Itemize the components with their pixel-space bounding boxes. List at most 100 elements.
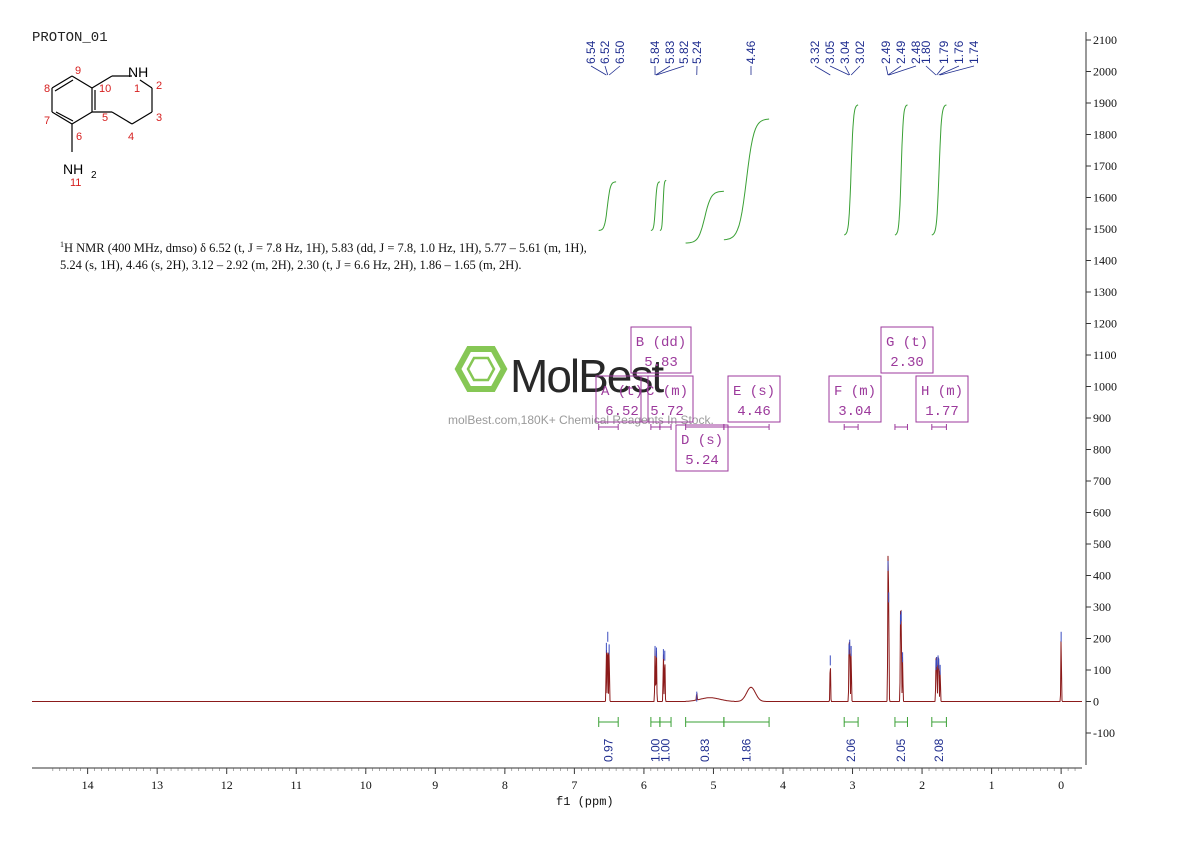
x-tick-label: 13 xyxy=(151,778,163,792)
peak-label: 1.80 xyxy=(919,40,933,64)
integral-value: 1.86 xyxy=(739,738,753,762)
multiplet-name: F (m) xyxy=(834,384,876,400)
atom-number-4: 4 xyxy=(128,131,134,143)
peak-label: 5.84 xyxy=(648,40,662,64)
peak-label-leader xyxy=(590,65,607,76)
integral-value: 2.06 xyxy=(844,738,858,762)
atom-number-9: 9 xyxy=(75,65,81,77)
x-tick-label: 12 xyxy=(221,778,233,792)
atom-number-10: 10 xyxy=(99,83,111,95)
multiplet-shift: 5.72 xyxy=(650,404,684,420)
multiplet-box xyxy=(880,326,934,374)
multiplet-name: B (dd) xyxy=(636,335,686,351)
integral-curve xyxy=(650,181,660,231)
peak-label: 1.79 xyxy=(937,40,951,64)
y-tick-label: 800 xyxy=(1093,443,1111,457)
peak-label-leader xyxy=(925,65,937,76)
multiplet-box xyxy=(675,424,729,472)
peak-label-leader xyxy=(940,65,975,76)
multiplet-box xyxy=(828,375,882,423)
atom-number-3: 3 xyxy=(156,112,162,124)
peak-label: 3.05 xyxy=(823,40,837,64)
peak-label-leader xyxy=(938,65,960,76)
peak-label-leader xyxy=(655,65,671,76)
atom-number-5: 5 xyxy=(102,112,108,124)
nmr-superscript: 1 xyxy=(60,240,64,249)
atom-number-2: 2 xyxy=(156,80,162,92)
x-tick-label: 6 xyxy=(641,778,647,792)
peak-label: 1.76 xyxy=(952,40,966,64)
multiplet-box xyxy=(915,375,969,423)
y-tick-label: 100 xyxy=(1093,663,1111,677)
peak-label: 1.74 xyxy=(967,40,981,64)
atom-number-11: 11 xyxy=(70,177,81,189)
integral-value: 1.00 xyxy=(658,738,672,762)
y-tick-label: 900 xyxy=(1093,411,1111,425)
multiplet-name: E (s) xyxy=(733,384,775,400)
integral-curve xyxy=(659,179,667,231)
spectrum-trace xyxy=(32,555,1082,702)
y-tick-label: 200 xyxy=(1093,632,1111,646)
y-tick-label: 2100 xyxy=(1093,33,1117,47)
x-tick-label: 4 xyxy=(780,778,786,792)
peak-label-leader xyxy=(887,65,902,76)
integral-value: 0.83 xyxy=(698,738,712,762)
multiplet-shift: 6.52 xyxy=(605,404,639,420)
y-tick-label: 1000 xyxy=(1093,380,1117,394)
x-tick-label: 3 xyxy=(850,778,856,792)
x-tick-label: 7 xyxy=(571,778,577,792)
x-axis-label: f1 (ppm) xyxy=(556,795,614,809)
spectrum-title: PROTON_01 xyxy=(32,30,108,46)
multiplet-box xyxy=(727,375,781,423)
watermark-tagline: molBest.com,180K+ Chemical Reagents In S… xyxy=(448,413,714,427)
y-tick-label: -100 xyxy=(1093,726,1115,740)
nh-label: NH xyxy=(128,64,148,80)
y-tick-label: 500 xyxy=(1093,537,1111,551)
multiplet-shift: 1.77 xyxy=(925,404,959,420)
atom-number-8: 8 xyxy=(44,83,50,95)
nh2-subscript: 2 xyxy=(91,170,97,181)
integral-value: 2.08 xyxy=(932,738,946,762)
y-tick-label: 400 xyxy=(1093,569,1111,583)
peak-label-leader xyxy=(604,65,609,76)
multiplet-name: G (t) xyxy=(886,335,928,351)
y-tick-label: 1600 xyxy=(1093,191,1117,205)
x-tick-label: 2 xyxy=(919,778,925,792)
peak-label-leader xyxy=(850,65,861,76)
peak-label: 5.82 xyxy=(677,40,691,64)
atom-number-7: 7 xyxy=(44,115,50,127)
y-tick-label: 0 xyxy=(1093,695,1099,709)
peak-label: 3.04 xyxy=(838,40,852,64)
y-tick-label: 1100 xyxy=(1093,348,1117,362)
multiplet-shift: 5.83 xyxy=(644,355,678,371)
y-tick-label: 1800 xyxy=(1093,128,1117,142)
peak-label-leader xyxy=(844,65,851,76)
integral-curve xyxy=(843,104,859,236)
y-tick-label: 700 xyxy=(1093,474,1111,488)
peak-label-leader xyxy=(608,65,621,76)
multiplet-name: H (m) xyxy=(921,384,963,400)
peak-label: 4.46 xyxy=(744,40,758,64)
x-tick-label: 5 xyxy=(710,778,716,792)
nh2-label: NH xyxy=(63,161,83,177)
peak-label: 3.02 xyxy=(853,40,867,64)
y-tick-label: 1500 xyxy=(1093,222,1117,236)
peak-label: 2.49 xyxy=(894,40,908,64)
integral-curve xyxy=(931,104,947,236)
peak-label-leader xyxy=(829,65,850,76)
x-tick-label: 11 xyxy=(290,778,302,792)
peak-label-leader xyxy=(885,65,889,76)
molecule-structure xyxy=(51,75,153,152)
y-tick-label: 1200 xyxy=(1093,317,1117,331)
multiplet-name: A (t) xyxy=(601,384,643,400)
integral-curve xyxy=(598,181,617,231)
y-tick-label: 600 xyxy=(1093,506,1111,520)
multiplet-name: D (s) xyxy=(681,433,723,449)
peak-label-leader xyxy=(888,65,917,76)
y-tick-label: 1900 xyxy=(1093,96,1117,110)
integral-curve xyxy=(685,190,724,244)
y-tick-label: 1300 xyxy=(1093,285,1117,299)
integral-value: 1.00 xyxy=(648,738,662,762)
peak-label-leader xyxy=(656,65,685,76)
